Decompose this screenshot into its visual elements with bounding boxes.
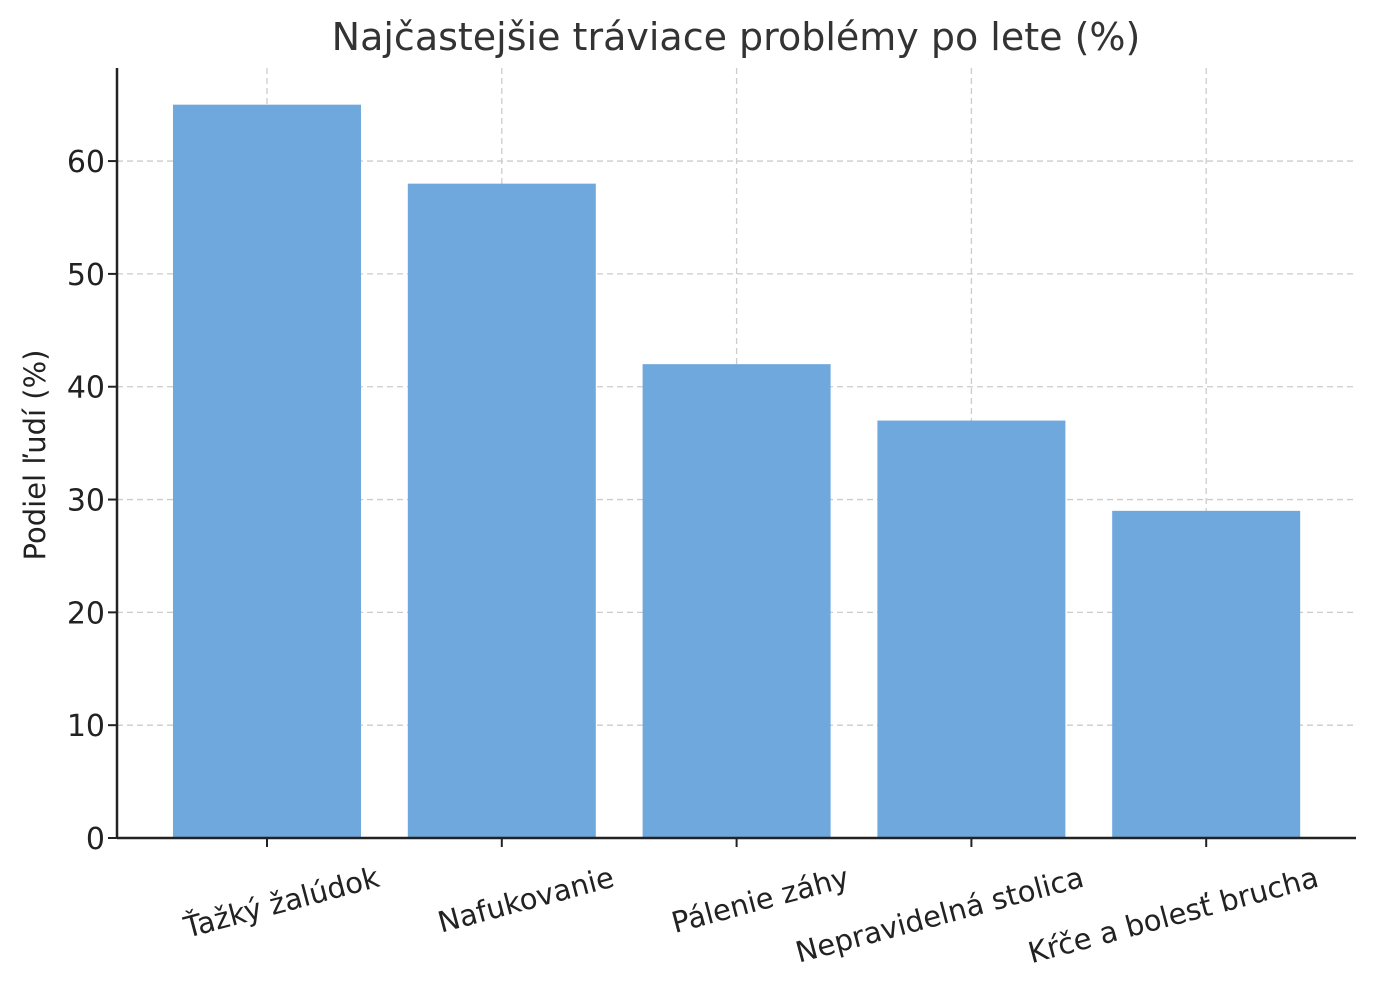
y-tick-label: 10 xyxy=(67,709,105,744)
bar xyxy=(173,104,361,838)
bar xyxy=(642,364,831,838)
y-tick-label: 0 xyxy=(86,822,105,857)
bar-layer xyxy=(173,104,1301,839)
bar xyxy=(877,420,1066,838)
bar xyxy=(1112,510,1301,838)
y-tick-label: 40 xyxy=(67,371,105,406)
chart-title: Najčastejšie tráviace problémy po lete (… xyxy=(332,15,1141,59)
y-tick-label: 30 xyxy=(67,484,105,519)
y-tick-label: 50 xyxy=(67,258,105,293)
y-tick-label: 60 xyxy=(67,145,105,180)
bar xyxy=(407,183,596,839)
x-tick-label: Ťažký žalúdok xyxy=(179,860,383,945)
x-tick-label: Nafukovanie xyxy=(434,860,617,940)
y-tick-label: 20 xyxy=(67,596,105,631)
y-axis-label: Podiel ľudí (%) xyxy=(18,350,52,561)
